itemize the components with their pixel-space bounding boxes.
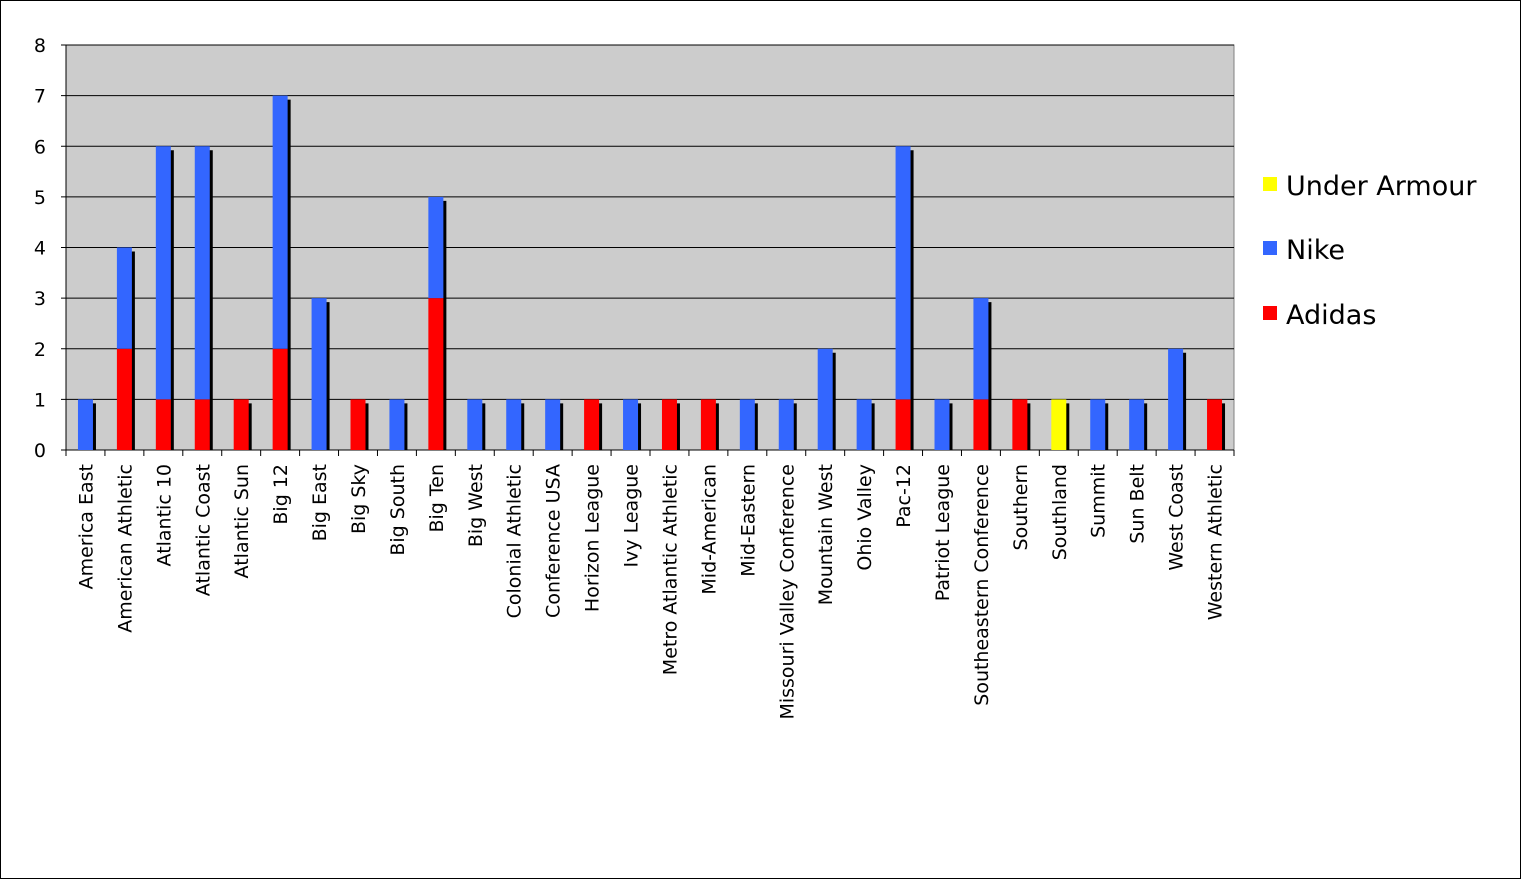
x-tick-label: Mountain West bbox=[815, 464, 837, 605]
bar-segment-adidas bbox=[973, 399, 989, 450]
x-tick-label: Patriot League bbox=[932, 464, 954, 601]
bar-segment-nike bbox=[817, 348, 833, 450]
x-tick-label: Atlantic 10 bbox=[153, 464, 175, 566]
x-tick-label: Ohio Valley bbox=[854, 464, 876, 571]
x-tick-label: Horizon League bbox=[582, 464, 604, 612]
bar-segment-adidas bbox=[428, 298, 444, 450]
x-tick-label: America East bbox=[75, 464, 97, 589]
bar-segment-nike bbox=[311, 298, 327, 450]
bar-segment-adidas bbox=[584, 399, 600, 450]
y-tick-label: 1 bbox=[34, 389, 46, 411]
bar-segment-nike bbox=[1168, 348, 1184, 450]
bar-segment-nike bbox=[155, 146, 171, 400]
bar-segment-nike bbox=[116, 247, 132, 349]
bar-segment-nike bbox=[389, 399, 405, 450]
x-tick-label: Big 12 bbox=[270, 464, 292, 525]
x-tick-label: Big Ten bbox=[426, 464, 448, 533]
y-tick-label: 5 bbox=[34, 187, 46, 209]
bar-segment-adidas bbox=[661, 399, 677, 450]
bar-segment-nike bbox=[545, 399, 561, 450]
y-tick-label: 2 bbox=[34, 339, 46, 361]
bar-segment-adidas bbox=[155, 399, 171, 450]
bar-segment-nike bbox=[856, 399, 872, 450]
bar-segment-nike bbox=[934, 399, 950, 450]
y-tick-label: 6 bbox=[34, 136, 46, 158]
bar-segment-under-armour bbox=[1051, 399, 1067, 450]
x-tick-label: Pac-12 bbox=[893, 464, 915, 528]
bar-segment-nike bbox=[272, 95, 288, 349]
x-tick-label: Mid-American bbox=[698, 464, 720, 595]
bar-segment-adidas bbox=[272, 348, 288, 450]
bar-segment-adidas bbox=[194, 399, 210, 450]
x-tick-label: Conference USA bbox=[543, 464, 565, 618]
x-tick-label: Atlantic Sun bbox=[231, 464, 253, 578]
x-tick-label: West Coast bbox=[1166, 464, 1188, 571]
x-tick-label: Ivy League bbox=[621, 464, 643, 568]
x-tick-label: Summit bbox=[1088, 464, 1110, 538]
bar-segment-nike bbox=[739, 399, 755, 450]
x-tick-label: Big East bbox=[309, 464, 331, 541]
bar-segment-adidas bbox=[116, 348, 132, 450]
x-tick-label: Big Sky bbox=[348, 464, 370, 534]
legend-swatch-adidas bbox=[1263, 306, 1277, 320]
bar-segment-nike bbox=[77, 399, 93, 450]
y-tick-label: 7 bbox=[34, 86, 46, 108]
bar-segment-nike bbox=[623, 399, 639, 450]
bar-segment-nike bbox=[1129, 399, 1145, 450]
y-tick-label: 0 bbox=[34, 440, 46, 462]
plot-area: 0 1 2 3 4 5 6 7 8 America East American Athletic At… bbox=[34, 35, 1235, 720]
legend: Under Armour Nike Adidas bbox=[1263, 171, 1477, 331]
x-tick-label: Sun Belt bbox=[1127, 464, 1149, 544]
x-tick-label: Big South bbox=[387, 464, 409, 556]
bar-segment-adidas bbox=[1207, 399, 1223, 450]
bar-segment-nike bbox=[895, 146, 911, 400]
bar-segment-nike bbox=[506, 399, 522, 450]
y-tick-label: 3 bbox=[34, 288, 46, 310]
legend-label-under-armour: Under Armour bbox=[1286, 171, 1477, 202]
bar-segment-adidas bbox=[350, 399, 366, 450]
x-tick-label: Southland bbox=[1049, 464, 1071, 560]
x-tick-label: Southeastern Conference bbox=[971, 464, 993, 706]
legend-label-nike: Nike bbox=[1286, 235, 1345, 266]
bar-segment-nike bbox=[778, 399, 794, 450]
bar-segment-nike bbox=[194, 146, 210, 400]
bar-segment-nike bbox=[1090, 399, 1106, 450]
x-tick-label: Western Athletic bbox=[1205, 464, 1227, 620]
x-tick-label: Metro Atlantic Athletic bbox=[659, 464, 681, 675]
x-tick-label: Southern bbox=[1010, 464, 1032, 550]
bar-segment-nike bbox=[973, 298, 989, 400]
bar-segment-adidas bbox=[895, 399, 911, 450]
x-tick-label: Mid-Eastern bbox=[737, 464, 759, 577]
x-tick-label: Missouri Valley Conference bbox=[776, 464, 798, 720]
bar-segment-adidas bbox=[700, 399, 716, 450]
legend-label-adidas: Adidas bbox=[1286, 300, 1376, 331]
bar-segment-nike bbox=[428, 196, 444, 299]
legend-swatch-under-armour bbox=[1263, 177, 1277, 191]
legend-swatch-nike bbox=[1263, 241, 1277, 255]
x-tick-label: Colonial Athletic bbox=[504, 464, 526, 618]
x-tick-label: American Athletic bbox=[114, 464, 136, 633]
x-tick-label: Big West bbox=[465, 464, 487, 547]
y-tick-label: 8 bbox=[34, 35, 46, 57]
bar-segment-adidas bbox=[1012, 399, 1028, 450]
x-tick-label: Atlantic Coast bbox=[192, 464, 214, 596]
y-tick-label: 4 bbox=[34, 238, 46, 260]
bar-segment-nike bbox=[467, 399, 483, 450]
bar-segment-adidas bbox=[233, 399, 249, 450]
